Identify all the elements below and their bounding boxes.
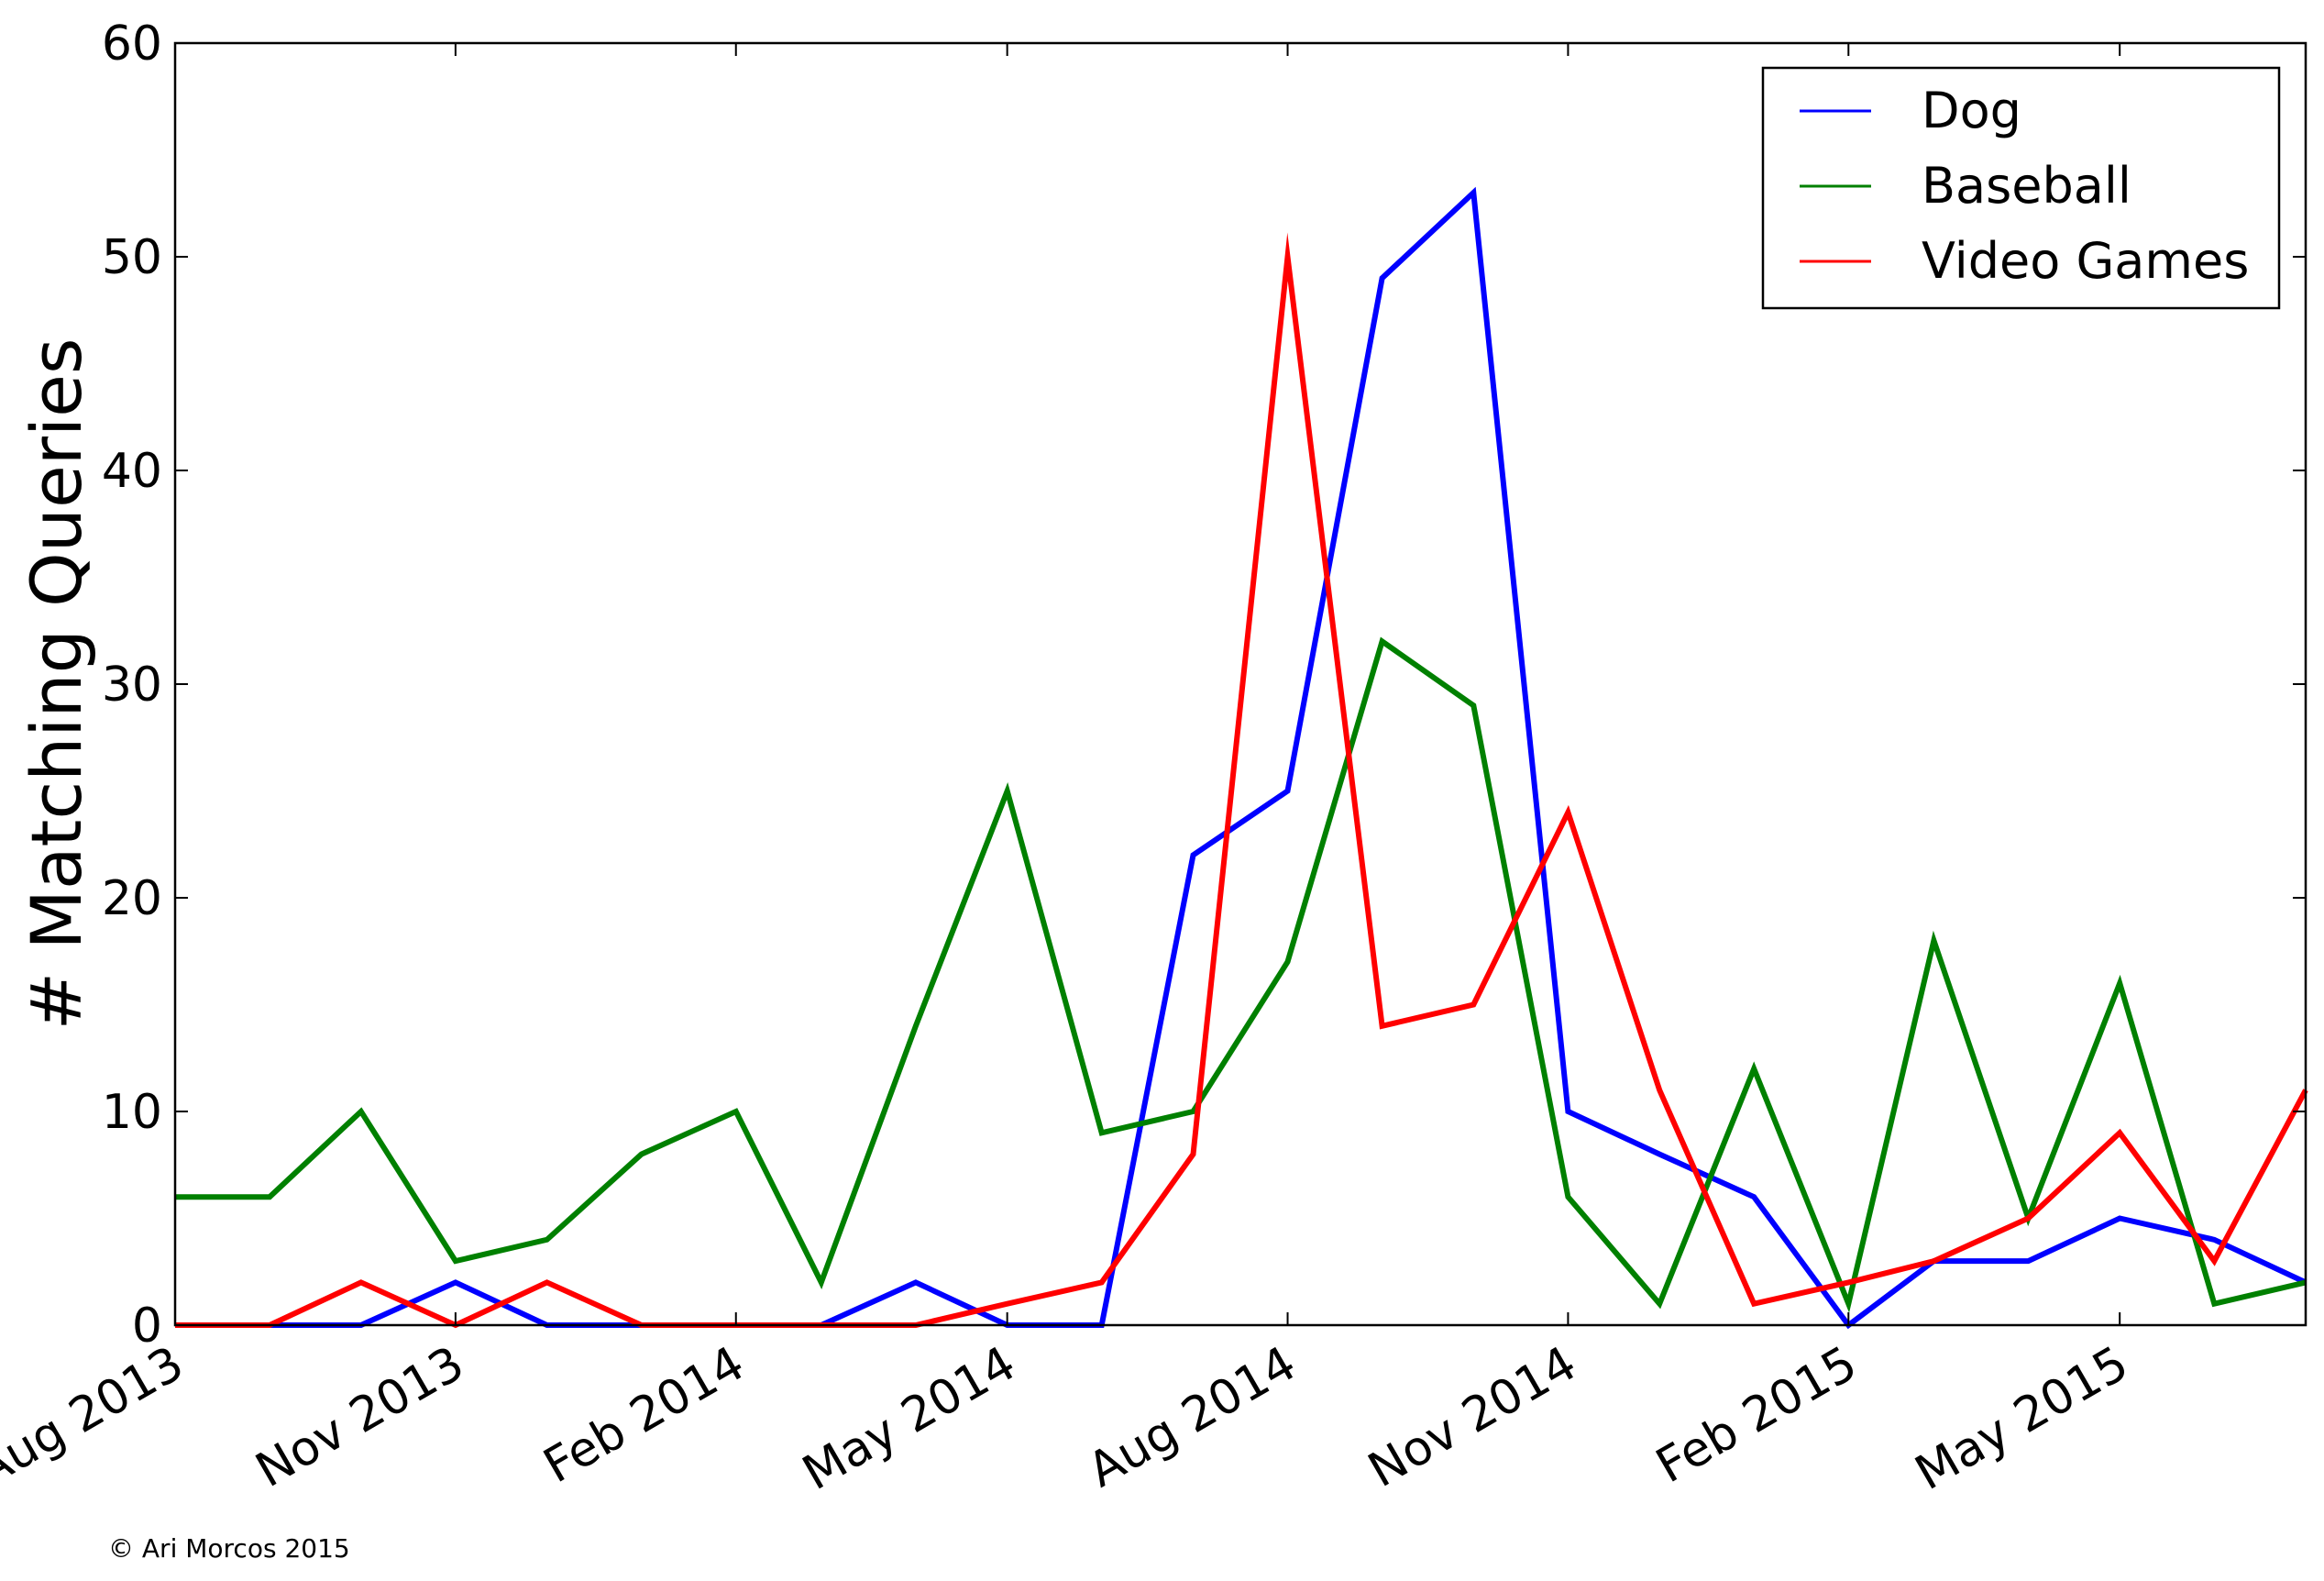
y-tick-label: 50 (102, 230, 162, 285)
series-line-baseball (175, 636, 2307, 1313)
x-tick-label: Nov 2013 (247, 1336, 473, 1498)
x-tick-label: Nov 2014 (1360, 1336, 1586, 1498)
y-tick-label: 10 (102, 1085, 162, 1140)
legend-box (1761, 66, 2281, 310)
x-tick-label: May 2015 (1906, 1336, 2137, 1501)
y-axis-label: # Matching Queries (16, 338, 97, 1031)
legend: Dog Baseball Video Games (1761, 66, 2281, 310)
y-tick-label: 40 (102, 444, 162, 499)
y-tick-label: 0 (132, 1299, 162, 1354)
x-tick-label: Aug 2013 (0, 1336, 193, 1498)
legend-label-video-games: Video Games (1922, 232, 2249, 290)
y-tick-label: 20 (102, 871, 162, 926)
y-axis: 0 10 20 30 40 50 60 (102, 17, 2306, 1354)
plot-lines (175, 186, 2308, 1330)
y-tick-label: 30 (102, 658, 162, 713)
x-tick-label: Feb 2014 (534, 1336, 754, 1494)
legend-label-dog: Dog (1922, 82, 2021, 139)
copyright-notice: © Ari Morcos 2015 (108, 1533, 350, 1564)
x-tick-label: Feb 2015 (1647, 1336, 1867, 1494)
x-tick-label: Aug 2014 (1079, 1336, 1305, 1498)
y-tick-label: 60 (102, 17, 162, 72)
legend-label-baseball: Baseball (1922, 157, 2131, 215)
series-line-video-games (175, 232, 2308, 1329)
x-tick-label: May 2014 (794, 1336, 1025, 1501)
series-line-dog (175, 186, 2307, 1330)
